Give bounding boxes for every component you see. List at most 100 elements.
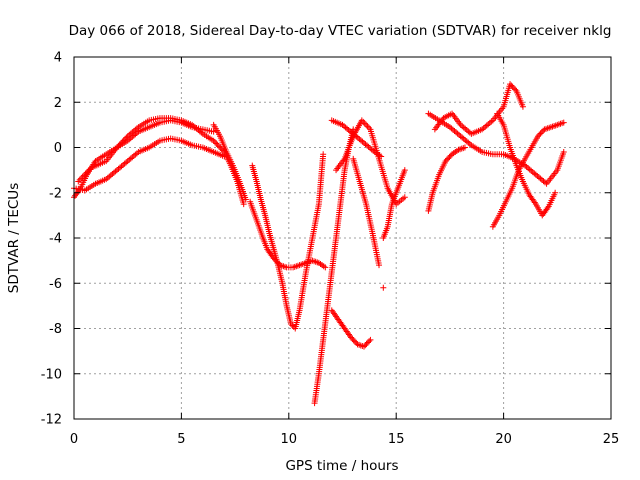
data-point <box>445 155 452 162</box>
series-arc-8 <box>328 307 374 350</box>
data-point <box>536 131 543 138</box>
x-tick-label: 20 <box>495 432 512 447</box>
data-point <box>552 189 559 196</box>
data-point <box>537 130 544 137</box>
x-tick-label: 0 <box>70 432 78 447</box>
series-arc-13 <box>425 144 468 214</box>
data-point <box>534 133 541 140</box>
y-tick-label: -4 <box>49 232 62 247</box>
data-point <box>360 343 367 350</box>
data-point <box>240 201 247 208</box>
series-arc-4 <box>210 121 249 203</box>
data-point <box>560 119 567 126</box>
data-point <box>273 258 280 265</box>
series-arc-2 <box>75 115 247 208</box>
data-point <box>508 82 515 89</box>
x-axis-label: GPS time / hours <box>285 458 398 474</box>
data-point <box>442 158 449 165</box>
y-tick-label: -8 <box>49 322 62 337</box>
data-point <box>560 149 567 156</box>
chart-title: Day 066 of 2018, Sidereal Day-to-day VTE… <box>69 23 612 39</box>
series-arc-11 <box>350 155 383 269</box>
data-point <box>117 140 124 147</box>
data-point <box>364 339 371 346</box>
data-point <box>210 128 217 135</box>
y-tick-label: 4 <box>54 51 62 66</box>
data-point <box>218 146 225 153</box>
data-point <box>363 340 370 347</box>
y-tick-label: -2 <box>49 186 62 201</box>
data-point <box>367 336 374 343</box>
data-point <box>274 259 281 266</box>
data-point <box>461 144 468 151</box>
y-tick-label: -12 <box>41 413 62 428</box>
x-tick-label: 5 <box>177 432 185 447</box>
data-point <box>509 83 516 90</box>
data-marks <box>71 81 567 407</box>
x-tick-label: 10 <box>281 432 298 447</box>
data-point <box>348 334 355 341</box>
series-arc-3 <box>71 135 228 194</box>
y-tick-label: -10 <box>41 367 62 382</box>
data-point <box>362 342 369 349</box>
data-point <box>510 85 517 92</box>
data-point <box>351 338 358 345</box>
data-point <box>270 255 277 262</box>
data-point <box>363 121 370 128</box>
y-tick-label: 2 <box>54 96 62 111</box>
data-point <box>350 337 357 344</box>
data-point <box>349 335 356 342</box>
data-point <box>361 120 368 127</box>
data-point <box>519 103 526 110</box>
data-point <box>507 81 514 88</box>
data-point <box>210 137 217 144</box>
y-tick-labels: -12 -10 -8 -6 -4 -2 0 2 4 <box>41 51 62 428</box>
series-arc-7 <box>311 126 357 407</box>
data-point <box>322 264 329 271</box>
x-tick-label: 25 <box>603 432 620 447</box>
data-point <box>512 86 519 93</box>
data-point <box>446 154 453 161</box>
data-point <box>538 129 545 136</box>
series-arc-5 <box>249 151 327 332</box>
series-arc-6 <box>247 198 329 271</box>
data-point <box>380 284 387 291</box>
series-arc-10 <box>333 117 408 208</box>
data-point <box>215 143 222 150</box>
data-point <box>221 153 228 160</box>
axis-ticks <box>73 56 612 420</box>
series-arc-14 <box>425 110 567 187</box>
y-tick-label: 0 <box>54 141 62 156</box>
y-axis-label: SDTVAR / TECUs <box>6 183 22 293</box>
data-point <box>115 143 122 150</box>
data-point <box>211 139 218 146</box>
series-arc-9 <box>328 117 385 160</box>
series-arc-16 <box>489 119 567 230</box>
series-arc-17 <box>494 110 559 219</box>
data-point <box>272 256 279 263</box>
data-point <box>213 140 220 147</box>
data-point <box>119 138 126 145</box>
data-point <box>123 134 130 141</box>
data-point <box>242 196 249 203</box>
data-point <box>113 144 120 151</box>
data-point <box>120 137 127 144</box>
series-outlier-1 <box>380 284 387 291</box>
grid <box>74 57 611 419</box>
data-point <box>443 156 450 163</box>
data-point <box>75 178 82 185</box>
data-point <box>364 123 371 130</box>
data-point <box>116 141 123 148</box>
data-point <box>122 136 129 143</box>
data-point <box>320 151 327 158</box>
y-tick-label: -6 <box>49 277 62 292</box>
x-tick-label: 15 <box>388 432 405 447</box>
data-point <box>401 194 408 201</box>
x-tick-labels: 0 5 10 15 20 25 <box>70 432 619 447</box>
data-point <box>214 141 221 148</box>
series-arc-12 <box>380 167 408 241</box>
data-point <box>366 338 373 345</box>
data-point <box>376 262 383 269</box>
data-point <box>401 167 408 174</box>
